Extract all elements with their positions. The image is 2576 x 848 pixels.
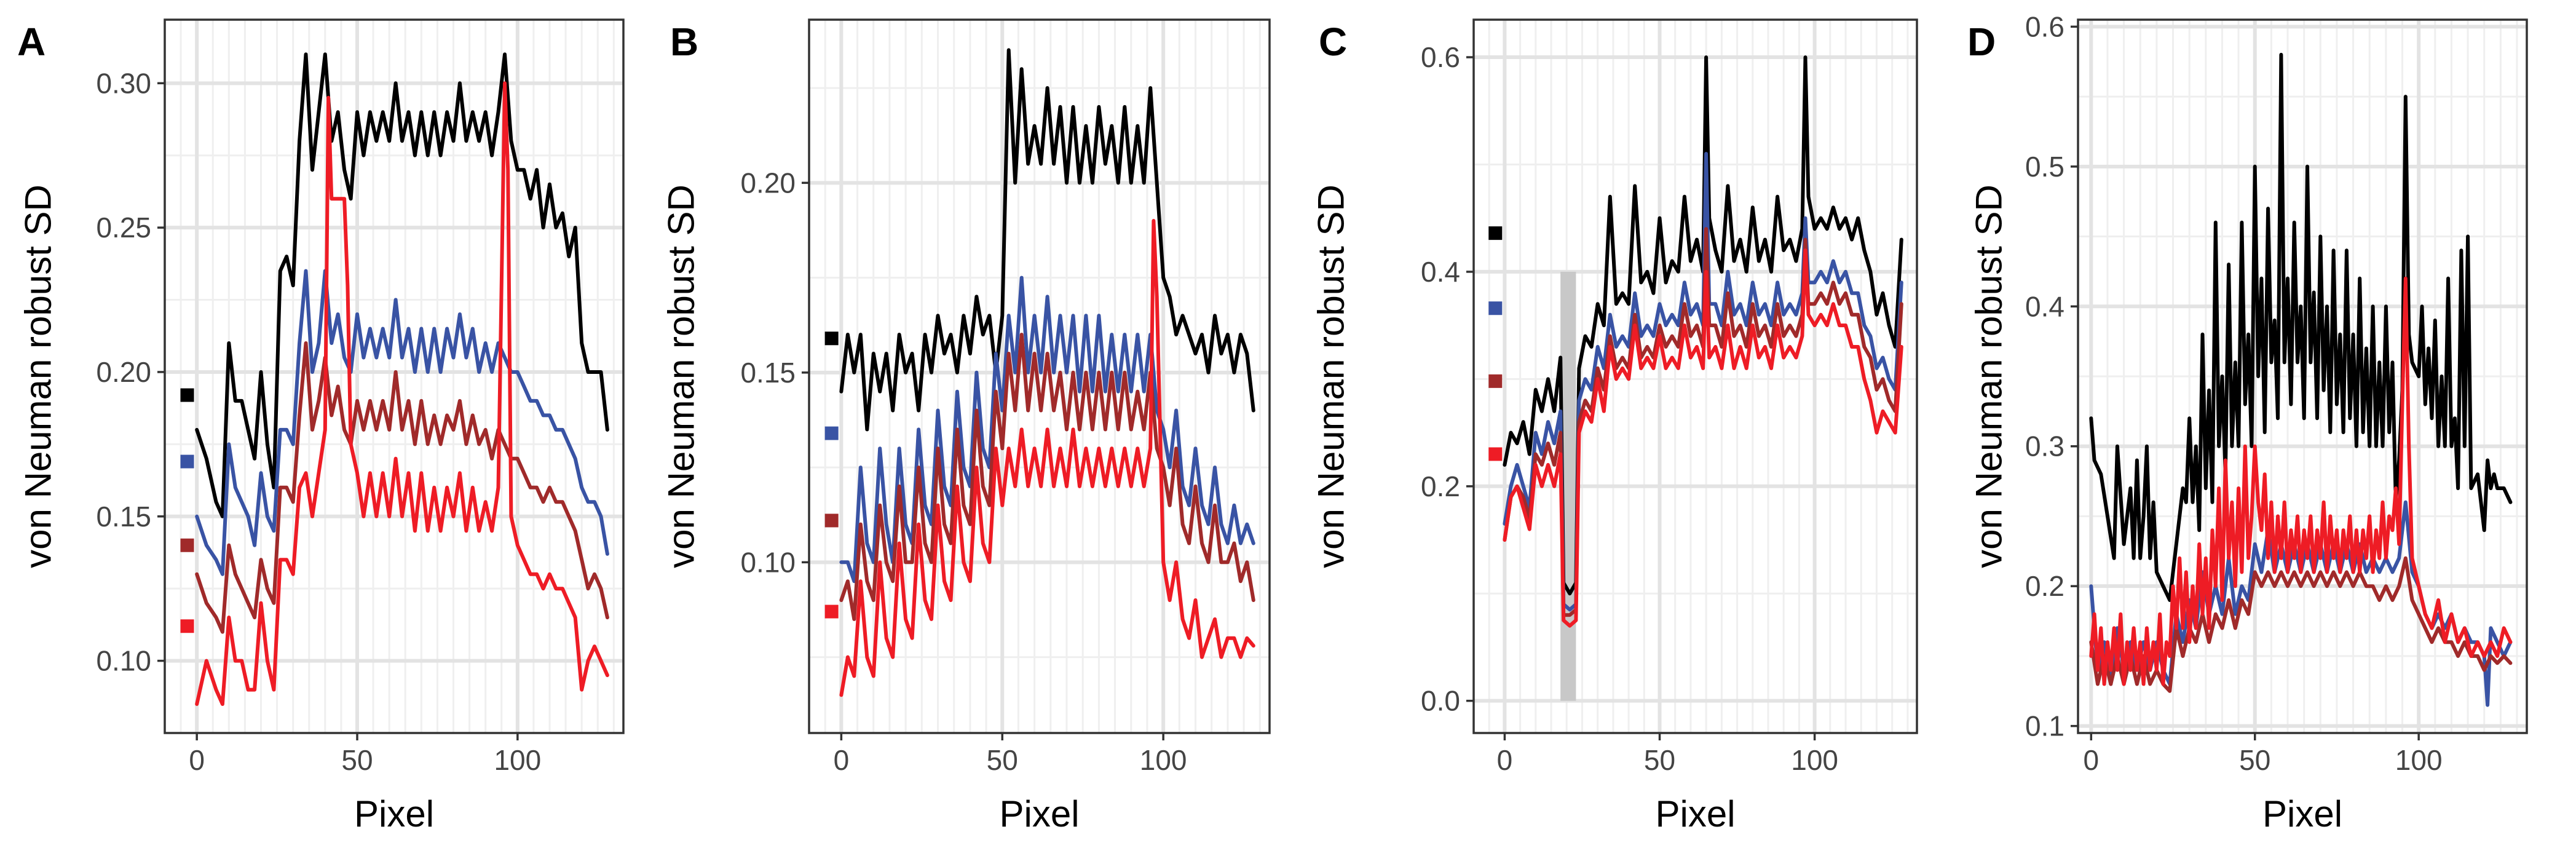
panel-c-letter: C [1319, 20, 1347, 64]
panel-b-marker-darkred [824, 513, 839, 528]
panel-a-x-axis-title: Pixel [354, 793, 434, 834]
panel-a-marker-darkred [180, 538, 194, 552]
panel-b-marker-red [824, 604, 839, 619]
panel-b-x-axis-title: Pixel [999, 793, 1079, 834]
panel-d-x-axis-title: Pixel [2262, 793, 2342, 834]
panel-c-marker-black [1488, 226, 1503, 240]
panel-c-marker-blue [1488, 301, 1503, 315]
panel-b-xtick-label: 0 [834, 744, 850, 776]
panel-a-marker-red [180, 619, 194, 633]
panel-c-ytick-label: 0.0 [1421, 685, 1460, 717]
panel-b-series-blue [839, 275, 1255, 584]
panel-a: 0 50 100 0.10 0.15 0.20 0.25 0.30 Pixel von Neuma… [17, 18, 625, 834]
panel-b-xtick-label: 50 [987, 744, 1018, 776]
panel-d-ytick-label: 0.6 [2025, 10, 2064, 42]
panel-d: 0 50 100 0.1 0.2 0.3 0.4 0.5 0.6 Pixel von Neuman … [1967, 10, 2528, 834]
panel-c-ytick-label: 0.2 [1421, 470, 1460, 502]
panel-a-xtick-label: 0 [189, 744, 205, 776]
panel-a-series-group [195, 52, 609, 706]
panel-c-xtick-label: 0 [1497, 744, 1513, 776]
panel-d-ytick-label: 0.3 [2025, 430, 2064, 462]
panel-c-y-axis-title: von Neuman robust SD [1311, 184, 1352, 568]
panel-b-series-red [839, 219, 1255, 697]
panel-b-series-darkred [839, 333, 1255, 621]
panel-d-ytick-label: 0.1 [2025, 710, 2064, 742]
panel-b-letter: B [670, 20, 698, 64]
panel-b-series-black [839, 48, 1255, 432]
panel-c-xtick-label: 100 [1791, 744, 1838, 776]
panel-c-marker-red [1488, 447, 1503, 461]
panel-a-ytick-label: 0.25 [96, 212, 151, 244]
panel-d-ytick-label: 0.4 [2025, 290, 2064, 322]
panel-a-ytick-label: 0.20 [96, 356, 151, 388]
panel-c-ytick-label: 0.6 [1421, 41, 1460, 73]
panel-c-series-group [1503, 55, 1903, 628]
panel-c-frame [1472, 18, 1918, 734]
panel-a-marker-black [180, 388, 194, 402]
panel-a-series-red [195, 81, 609, 706]
panel-a-series-darkred [195, 341, 609, 634]
panel-b-frame [808, 18, 1271, 734]
panel-d-xtick-label: 100 [2395, 744, 2443, 776]
panel-b-series-group [839, 48, 1255, 697]
panel-d-series-red [2089, 276, 2513, 686]
panel-c-xtick-label: 50 [1644, 744, 1675, 776]
panel-d-series-group [2089, 52, 2513, 707]
panel-d-xtick-label: 50 [2239, 744, 2270, 776]
panel-d-series-black [2089, 52, 2513, 602]
panel-a-series-black [195, 52, 609, 518]
panel-b-ytick-label: 0.20 [740, 167, 796, 199]
panel-b-y-axis-title: von Neuman robust SD [661, 184, 702, 568]
panel-a-series-blue [195, 269, 609, 576]
panel-d-ytick-label: 0.5 [2025, 151, 2064, 183]
panel-b: 0 50 100 0.10 0.15 0.20 Pixel von Neuman robust… [661, 18, 1271, 834]
panel-b-ytick-label: 0.15 [740, 357, 796, 389]
panel-a-frame [164, 18, 625, 734]
panel-d-series-darkred [2089, 556, 2513, 693]
panel-d-letter: D [1967, 20, 1996, 64]
panel-a-ytick-label: 0.15 [96, 501, 151, 533]
panel-a-xtick-label: 50 [341, 744, 373, 776]
panel-c-x-axis-title: Pixel [1655, 793, 1735, 834]
panel-a-letter: A [17, 20, 45, 64]
panel-d-ytick-label: 0.2 [2025, 570, 2064, 602]
panel-a-marker-blue [180, 454, 194, 469]
panel-a-ytick-label: 0.10 [96, 645, 151, 677]
panel-c-marker-darkred [1488, 374, 1503, 388]
panel-c: 0 50 100 0.0 0.2 0.4 0.6 Pixel von Neuman robust… [1311, 18, 1918, 834]
panel-d-frame [2077, 18, 2528, 734]
panel-d-y-axis-title: von Neuman robust SD [1969, 184, 2010, 568]
panel-a-ytick-label: 0.30 [96, 67, 151, 99]
panel-b-marker-blue [824, 426, 839, 440]
panel-c-series-red [1503, 248, 1903, 628]
panel-d-xtick-label: 0 [2084, 744, 2100, 776]
panel-b-ytick-label: 0.10 [740, 546, 796, 578]
panel-a-y-axis-title: von Neuman robust SD [18, 184, 59, 568]
panel-c-ytick-label: 0.4 [1421, 256, 1460, 288]
panel-b-xtick-label: 100 [1140, 744, 1187, 776]
panel-b-marker-black [824, 331, 839, 346]
panel-a-xtick-label: 100 [494, 744, 541, 776]
